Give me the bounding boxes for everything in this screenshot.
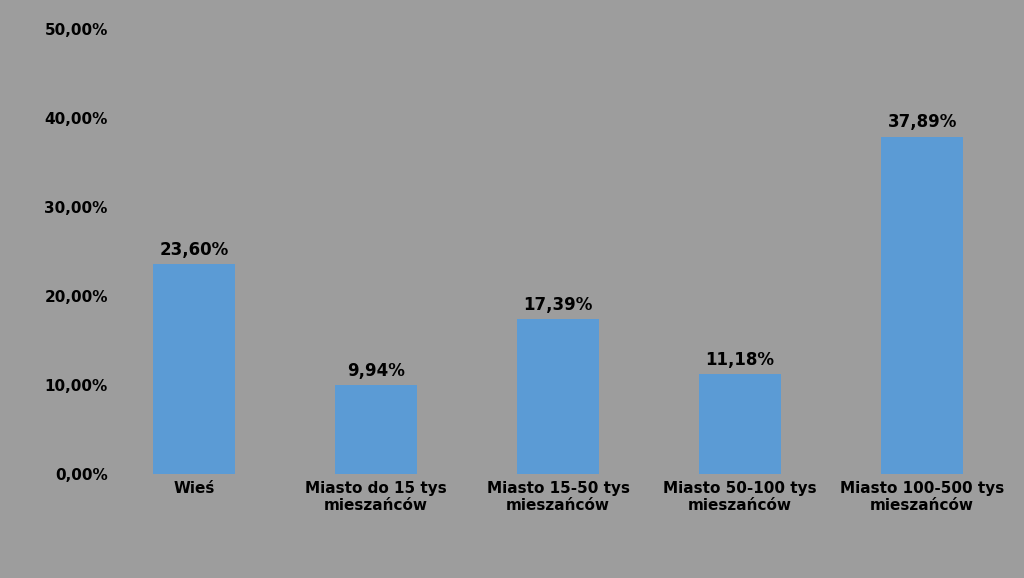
Text: 37,89%: 37,89% bbox=[888, 113, 956, 131]
Text: 17,39%: 17,39% bbox=[523, 296, 593, 314]
Bar bbox=[335, 386, 417, 474]
Text: 11,18%: 11,18% bbox=[706, 351, 774, 369]
Bar bbox=[517, 319, 599, 474]
Bar bbox=[154, 264, 236, 474]
Text: 23,60%: 23,60% bbox=[160, 240, 228, 258]
Bar bbox=[699, 375, 781, 474]
Text: 9,94%: 9,94% bbox=[347, 362, 406, 380]
Bar bbox=[881, 136, 963, 474]
